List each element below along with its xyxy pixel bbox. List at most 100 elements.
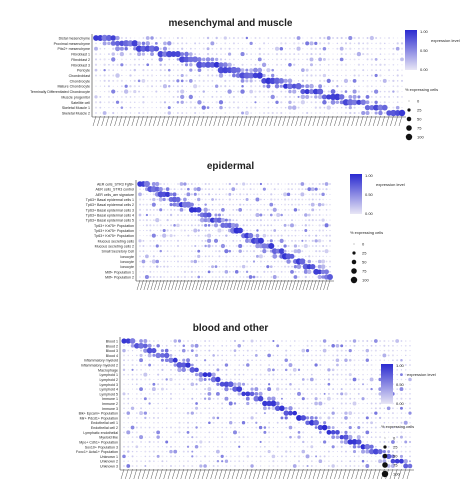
x-tick-label [201,468,206,480]
x-tick-label [282,115,286,127]
dot-mark [332,359,334,362]
dot-mark [130,406,135,411]
dot-mark [238,378,241,381]
dot-mark [279,238,284,243]
dot-mark [149,219,152,222]
dot-mark [131,398,134,400]
dot-mark [142,239,145,242]
dot-mark [285,431,287,433]
dot-mark [311,407,313,409]
dot-mark [221,417,223,419]
dot-mark [165,407,168,410]
dot-mark [247,465,249,467]
dot-mark [336,79,339,82]
dot-mark [229,378,232,381]
dot-mark [165,426,168,429]
row-label: Pericyte [77,69,90,73]
dot-mark [155,101,157,103]
dot-mark [289,450,292,453]
dot-mark [181,367,186,373]
x-tick-label [377,115,381,127]
dot-mark [155,69,158,72]
dot-mark [141,41,146,46]
dot-mark [123,364,125,367]
dot-mark [251,455,253,458]
x-tick-label [110,115,114,127]
dot-mark [306,460,309,462]
x-tick-label [312,468,317,480]
dot-mark [370,364,373,367]
dot-mark [387,354,390,357]
dot-mark [254,48,257,50]
dot-mark [107,85,110,88]
dot-mark [211,47,214,50]
dot-mark [267,198,269,201]
dot-mark [332,422,334,424]
dot-mark [249,229,252,232]
dot-mark [228,79,231,82]
dot-mark [253,245,255,247]
dot-mark [329,214,331,216]
dot-mark [272,388,274,390]
dot-mark [400,441,402,443]
dot-mark [315,64,317,66]
dot-mark [281,431,283,434]
dot-mark [235,73,241,78]
dot-mark [138,239,142,243]
dot-mark [237,53,239,55]
dot-mark [212,359,215,361]
dot-mark [401,64,403,66]
dot-mark [242,407,245,409]
dot-mark [178,426,181,429]
dot-mark [186,192,191,197]
dot-mark [144,364,147,367]
dot-mark [170,364,172,366]
dot-mark [294,193,297,196]
dot-mark [225,378,228,381]
dot-mark [321,424,328,431]
dot-mark [133,58,136,61]
dot-mark [328,446,330,448]
dot-mark [220,37,222,39]
dot-mark [208,229,210,232]
dot-mark [123,89,129,94]
dot-mark [191,388,193,390]
dot-mark [302,436,304,438]
dot-mark [211,198,214,201]
dot-mark [177,230,179,231]
x-tick-label [127,115,131,127]
dot-mark [409,397,411,400]
dot-mark [166,250,169,253]
dot-mark [142,63,145,66]
dot-mark [169,353,173,357]
dot-mark [172,74,175,77]
dot-mark [183,56,190,63]
dot-mark [245,36,249,40]
dot-mark [216,459,220,463]
dot-mark [319,388,321,390]
dot-mark [230,222,236,228]
dot-mark [272,412,275,415]
dot-mark [311,245,314,247]
dot-mark [311,383,313,385]
dot-mark [284,74,287,77]
dot-mark [370,421,373,425]
dot-mark [153,369,155,371]
dot-mark [177,208,179,211]
dot-mark [215,230,217,231]
dot-mark [292,464,297,468]
dot-mark [143,411,147,415]
dot-mark [267,53,270,55]
dot-mark [374,58,378,61]
x-tick-label [243,115,248,127]
dot-mark [298,112,300,114]
dot-mark [267,214,269,216]
dot-mark [160,42,162,44]
x-tick-label [135,115,140,127]
dot-mark [140,465,142,467]
dot-mark [173,188,176,191]
dot-mark [383,441,386,443]
dot-mark [298,383,300,385]
dot-mark [367,69,369,71]
dot-mark [232,245,234,247]
